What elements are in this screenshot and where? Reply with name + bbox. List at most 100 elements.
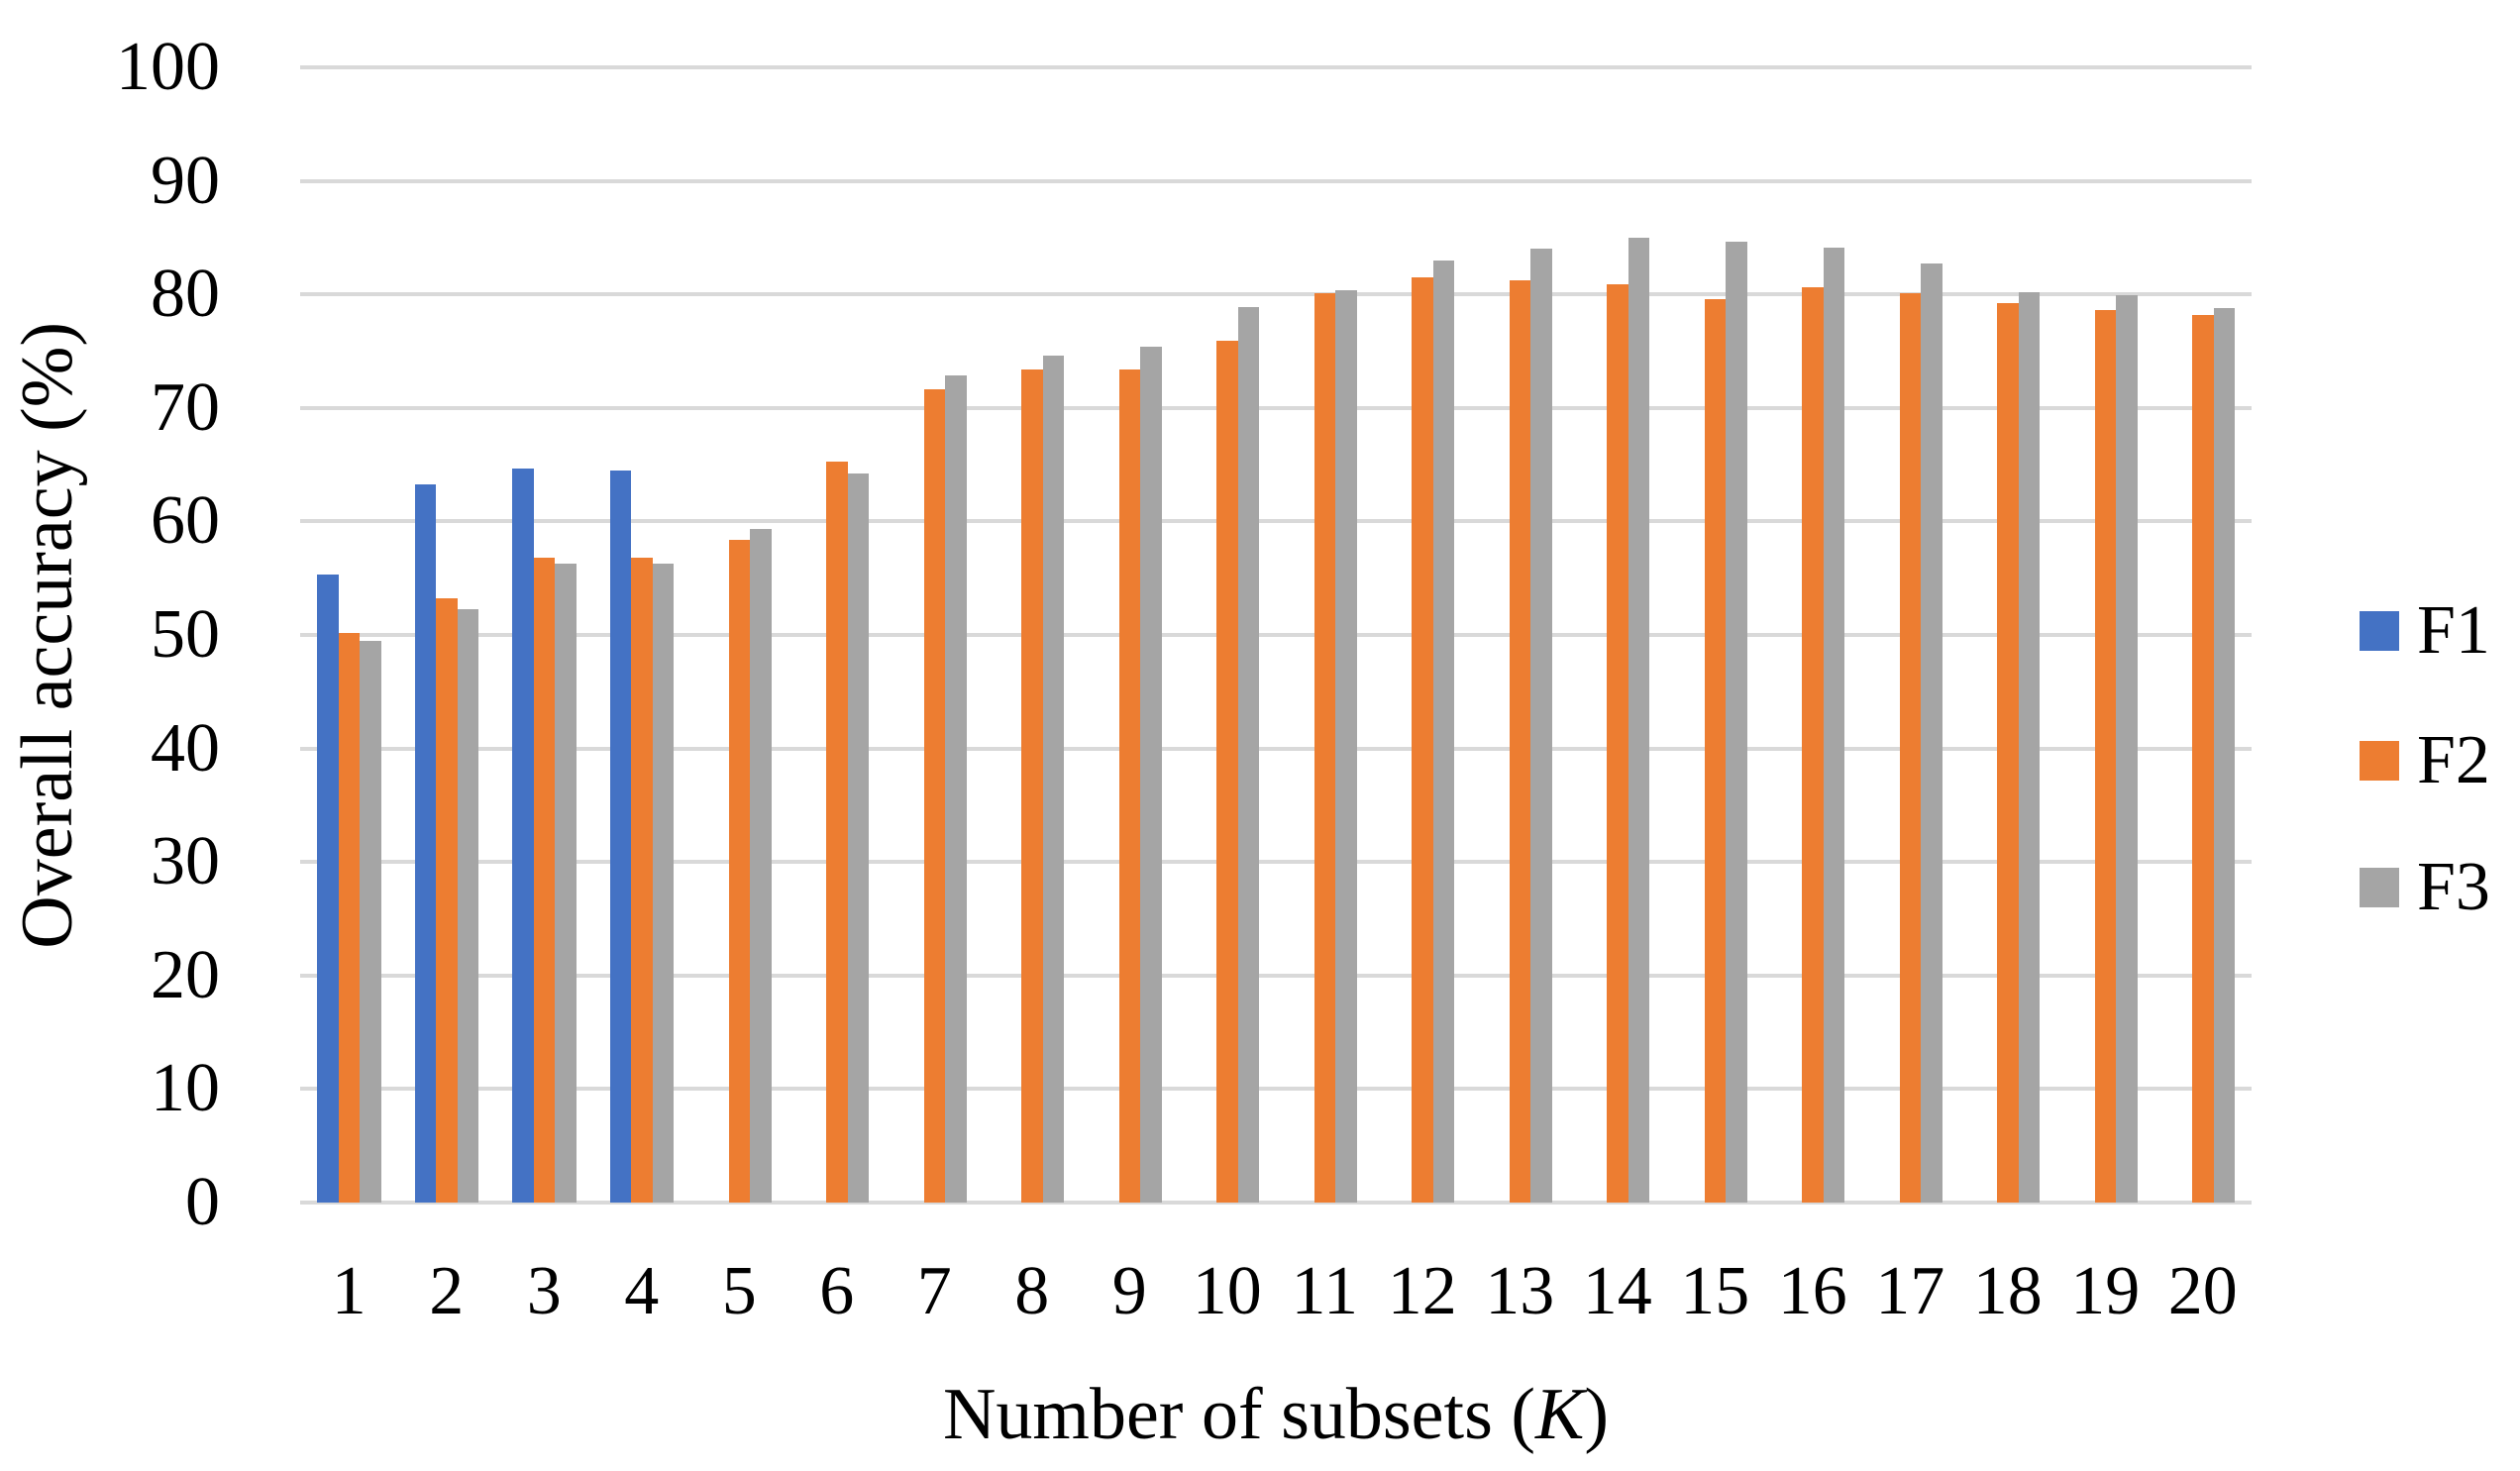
x-tick-label: 14 (1582, 1253, 1652, 1329)
gridline (300, 633, 2252, 637)
bar-f2-k17 (1899, 293, 1921, 1203)
bar-f3-k10 (1237, 306, 1259, 1203)
bar-f3-k5 (750, 529, 772, 1203)
gridline (300, 973, 2252, 978)
legend-label-f2: F2 (2417, 722, 2490, 798)
bar-f3-k11 (1335, 289, 1357, 1203)
gridline (300, 292, 2252, 297)
bar-f2-k14 (1607, 283, 1628, 1203)
y-tick-label: 50 (151, 596, 220, 673)
bar-f1-k4 (609, 470, 631, 1203)
x-tick-label: 17 (1875, 1253, 1945, 1329)
bar-f3-k8 (1042, 356, 1064, 1203)
bar-f3-k20 (2213, 307, 2235, 1203)
bar-f2-k7 (923, 389, 945, 1203)
bar-group-3 (495, 67, 593, 1203)
bar-f3-k13 (1530, 249, 1552, 1203)
bar-group-14 (1569, 67, 1667, 1203)
legend-swatch-f2 (2360, 741, 2399, 781)
x-tick-label: 16 (1777, 1253, 1847, 1329)
bar-f2-k20 (2192, 314, 2214, 1203)
x-axis-title: Number of subsets (K) (300, 1374, 2252, 1455)
y-tick-label: 10 (151, 1050, 220, 1127)
bar-f3-k4 (652, 563, 674, 1203)
gridline (300, 405, 2252, 410)
y-tick-label: 40 (151, 709, 220, 787)
bar-f2-k10 (1216, 341, 1238, 1203)
legend: F1 F2 F3 (2360, 0, 2520, 1471)
bar-group-13 (1471, 67, 1569, 1203)
bar-f3-k1 (360, 640, 381, 1203)
bar-group-11 (1276, 67, 1374, 1203)
x-tick-label: 6 (819, 1253, 855, 1329)
gridline (300, 1087, 2252, 1092)
legend-item-f3: F3 (2360, 853, 2490, 922)
bar-f3-k18 (2018, 291, 2040, 1203)
y-tick-label: 20 (151, 936, 220, 1013)
y-tick-label: 30 (151, 823, 220, 900)
bar-group-12 (1374, 67, 1472, 1203)
bar-group-6 (788, 67, 887, 1203)
bar-f3-k6 (847, 473, 869, 1203)
legend-item-f2: F2 (2360, 726, 2490, 795)
x-tick-label: 4 (624, 1253, 660, 1329)
gridline (300, 1201, 2252, 1205)
x-axis-title-suffix: ) (1584, 1374, 1610, 1455)
gridline (300, 860, 2252, 865)
bar-f3-k14 (1628, 237, 1649, 1203)
bar-f2-k19 (2094, 310, 2116, 1203)
x-tick-label: 19 (2070, 1253, 2141, 1329)
bar-f2-k1 (338, 632, 360, 1203)
bar-group-5 (690, 67, 788, 1203)
bar-f3-k3 (555, 563, 577, 1203)
bar-f3-k19 (2116, 295, 2138, 1203)
bar-f3-k12 (1432, 260, 1454, 1203)
bar-f3-k15 (1726, 242, 1747, 1203)
legend-item-f1: F1 (2360, 596, 2490, 666)
bar-f1-k3 (512, 468, 534, 1203)
legend-swatch-f1 (2360, 611, 2399, 651)
bar-f2-k12 (1412, 277, 1433, 1203)
bar-group-15 (1666, 67, 1764, 1203)
gridline (300, 519, 2252, 524)
x-tick-label: 8 (1014, 1253, 1050, 1329)
bar-f2-k6 (826, 461, 848, 1203)
bar-group-20 (2154, 67, 2253, 1203)
x-tick-label: 10 (1192, 1253, 1262, 1329)
plot-area (300, 65, 2252, 1205)
x-tick-label: 20 (2167, 1253, 2238, 1329)
bar-group-16 (1764, 67, 1862, 1203)
gridline (300, 746, 2252, 751)
bar-f2-k9 (1118, 368, 1140, 1203)
bar-group-2 (398, 67, 496, 1203)
bar-groups (300, 67, 2252, 1203)
gridline (300, 65, 2252, 69)
legend-label-f1: F1 (2417, 592, 2490, 669)
bar-f2-k13 (1509, 280, 1530, 1203)
legend-label-f3: F3 (2417, 849, 2490, 925)
y-tick-label: 70 (151, 368, 220, 446)
x-axis-tick-labels: 1 2 3 4 5 6 7 8 9 10 11 12 13 14 15 16 17 18 19 20 (300, 1244, 2252, 1338)
x-tick-label: 11 (1291, 1253, 1358, 1329)
bar-group-8 (984, 67, 1082, 1203)
bar-f2-k3 (533, 558, 555, 1203)
bar-f3-k17 (1921, 263, 1942, 1203)
x-tick-label: 7 (916, 1253, 952, 1329)
bar-f2-k16 (1802, 287, 1824, 1203)
bar-group-10 (1179, 67, 1277, 1203)
bar-f2-k15 (1704, 298, 1726, 1203)
bar-group-18 (1959, 67, 2057, 1203)
y-tick-label: 100 (116, 29, 220, 105)
gridline (300, 178, 2252, 183)
x-axis-title-prefix: Number of subsets ( (942, 1374, 1536, 1455)
bar-group-7 (886, 67, 984, 1203)
y-tick-label: 0 (185, 1164, 220, 1240)
bar-group-19 (2056, 67, 2154, 1203)
bar-f1-k2 (414, 483, 436, 1203)
bar-group-17 (1861, 67, 1959, 1203)
x-tick-label: 5 (721, 1253, 757, 1329)
bar-f2-k2 (436, 598, 458, 1203)
bar-f3-k7 (945, 374, 967, 1203)
bar-f2-k8 (1021, 368, 1043, 1203)
